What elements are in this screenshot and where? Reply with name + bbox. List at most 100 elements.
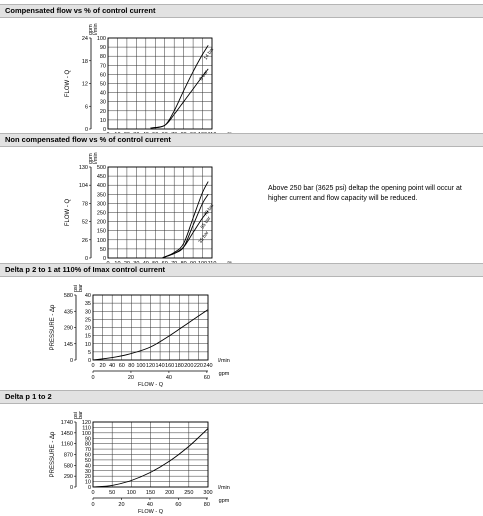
y-tick-label: 150 (97, 229, 106, 235)
series-label: 14 bar (203, 46, 216, 61)
delta-p-1-to-2-chart: 0102030405060708090100110120029058087011… (50, 411, 230, 515)
y-tick-label: 90 (85, 436, 91, 442)
x-unit-bottom: gpm (219, 498, 230, 504)
section-header-non-compensated: Non compensated flow vs % of control cur… (0, 133, 483, 147)
secondary-x-tick-label: 60 (175, 502, 181, 508)
series-line (162, 181, 209, 259)
series-line (92, 309, 209, 361)
secondary-y-tick-label: 0 (70, 485, 73, 491)
y-tick-label: 30 (100, 100, 106, 106)
y-tick-label: 90 (100, 45, 106, 51)
y-tick-label: 60 (85, 453, 91, 459)
y-tick-label: 80 (85, 442, 91, 448)
y-tick-label: 0 (103, 256, 106, 262)
secondary-y-tick-label: 24 (82, 36, 88, 42)
secondary-x-tick-label: 0 (91, 375, 94, 381)
y-tick-label: 200 (97, 220, 106, 226)
x-tick-label: 100 (127, 490, 136, 496)
x-axis-title: FLOW - Q (138, 382, 164, 388)
y-tick-label: 0 (103, 127, 106, 133)
x-unit-top: l/min (218, 485, 230, 491)
secondary-x-tick-label: 0 (91, 502, 94, 508)
y-tick-label: 30 (85, 309, 91, 315)
secondary-y-tick-label: 130 (79, 165, 88, 171)
y-tick-label: 120 (82, 420, 91, 426)
secondary-y-tick-label: 0 (85, 127, 88, 133)
x-tick-label: 250 (184, 490, 193, 496)
x-tick-label: 240 (203, 363, 212, 369)
plot-frame (107, 37, 213, 130)
y-unit-left: psi (73, 285, 79, 292)
y-tick-label: 5 (88, 350, 91, 356)
x-tick-label: 0 (91, 490, 94, 496)
y-tick-label: 15 (85, 334, 91, 340)
y-tick-label: 40 (85, 293, 91, 299)
secondary-y-tick-label: 1740 (61, 420, 73, 426)
secondary-x-tick-label: 20 (118, 502, 124, 508)
y-unit-left: gpm (88, 24, 94, 35)
x-tick-label: 0 (91, 363, 94, 369)
y-axis-title: FLOW - Q (65, 70, 71, 98)
secondary-x-tick-label: 80 (204, 502, 210, 508)
x-tick-label: 160 (165, 363, 174, 369)
y-tick-label: 35 (85, 301, 91, 307)
series-line (150, 45, 209, 129)
secondary-y-tick-label: 290 (64, 474, 73, 480)
series-line (92, 428, 209, 488)
secondary-x-tick-label: 60 (204, 375, 210, 381)
y-tick-label: 50 (85, 458, 91, 464)
pressure-note: Above 250 bar (3625 psi) deltap the open… (268, 185, 462, 202)
section-header-delta-p-2-1: Delta p 2 to 1 at 110% of Imax control c… (0, 263, 483, 277)
series-label: 8 bar (198, 69, 209, 82)
x-tick-label: 220 (194, 363, 203, 369)
secondary-y-tick-label: 0 (85, 256, 88, 262)
section-title: Delta p 2 to 1 at 110% of Imax control c… (5, 265, 166, 274)
x-tick-label: 200 (184, 363, 193, 369)
y-unit-right: l/min (93, 23, 99, 35)
y-tick-label: 25 (85, 317, 91, 323)
y-tick-label: 10 (85, 480, 91, 486)
section-title: Non compensated flow vs % of control cur… (5, 135, 171, 144)
section-title: Delta p 1 to 2 (5, 392, 52, 401)
section-header-compensated: Compensated flow vs % of control current (0, 4, 483, 18)
section-title: Compensated flow vs % of control current (5, 6, 156, 15)
y-tick-label: 100 (97, 36, 106, 42)
secondary-y-tick-label: 580 (64, 293, 73, 299)
y-tick-label: 100 (82, 431, 91, 437)
y-tick-label: 70 (100, 63, 106, 69)
y-axis-title: FLOW - Q (65, 199, 71, 227)
y-unit-right: bar (78, 411, 84, 419)
secondary-y-tick-label: 18 (82, 59, 88, 65)
series-label: 55 bar (200, 215, 213, 230)
y-tick-label: 0 (88, 358, 91, 364)
y-tick-label: 40 (100, 91, 106, 97)
x-tick-label: 180 (175, 363, 184, 369)
x-unit-bottom: gpm (219, 371, 230, 377)
y-axis-title: PRESSURE - Δp (50, 431, 56, 477)
y-unit-right: l/min (93, 152, 99, 164)
secondary-y-tick-label: 12 (82, 82, 88, 88)
x-tick-label: 60 (119, 363, 125, 369)
section-header-delta-p-1-2: Delta p 1 to 2 (0, 390, 483, 404)
y-unit-right: bar (78, 284, 84, 292)
y-tick-label: 20 (85, 326, 91, 332)
y-tick-label: 300 (97, 201, 106, 207)
secondary-y-tick-label: 52 (82, 220, 88, 226)
secondary-y-tick-label: 6 (85, 104, 88, 110)
y-tick-label: 500 (97, 165, 106, 171)
y-tick-label: 80 (100, 54, 106, 60)
x-tick-label: 300 (203, 490, 212, 496)
x-tick-label: 50 (109, 490, 115, 496)
x-tick-label: 200 (165, 490, 174, 496)
y-tick-label: 50 (100, 82, 106, 88)
y-tick-label: 20 (100, 109, 106, 115)
y-tick-label: 50 (100, 247, 106, 253)
secondary-x-tick-label: 20 (128, 375, 134, 381)
secondary-y-tick-label: 290 (64, 326, 73, 332)
x-tick-label: 100 (136, 363, 145, 369)
y-tick-label: 10 (100, 118, 106, 124)
secondary-y-tick-label: 78 (82, 201, 88, 207)
y-axis-title: PRESSURE - Δp (50, 304, 56, 350)
